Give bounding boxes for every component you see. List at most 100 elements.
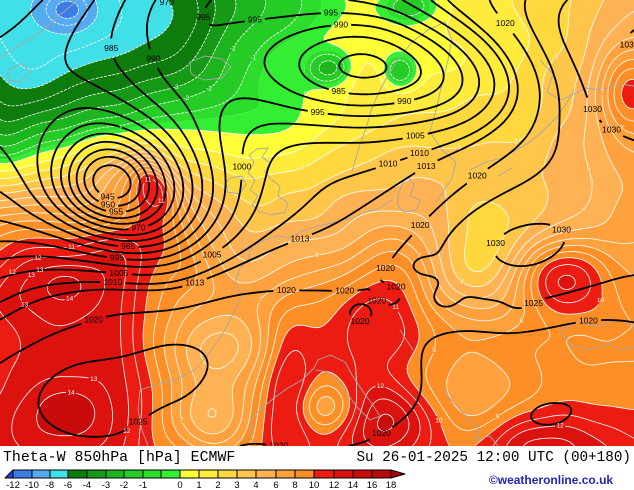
svg-text:995: 995 [110, 253, 124, 263]
svg-text:0: 0 [304, 91, 308, 98]
svg-text:1010: 1010 [410, 148, 429, 158]
svg-text:1020: 1020 [376, 263, 395, 273]
svg-text:14: 14 [68, 389, 76, 396]
svg-text:2: 2 [301, 165, 305, 172]
svg-text:14: 14 [348, 480, 359, 490]
svg-text:1000: 1000 [232, 161, 251, 171]
svg-text:8: 8 [520, 318, 524, 325]
svg-text:-2: -2 [183, 95, 189, 102]
svg-text:3: 3 [554, 53, 558, 60]
svg-text:10: 10 [309, 480, 320, 490]
svg-text:11: 11 [392, 304, 399, 311]
svg-text:12: 12 [123, 428, 131, 435]
svg-text:1013: 1013 [417, 161, 436, 171]
svg-text:12: 12 [34, 255, 42, 262]
svg-text:-6: -6 [64, 480, 72, 490]
svg-text:1010: 1010 [379, 159, 398, 169]
svg-text:1020: 1020 [411, 220, 430, 230]
svg-text:1030: 1030 [602, 125, 621, 135]
svg-text:985: 985 [104, 43, 118, 53]
svg-text:995: 995 [248, 14, 262, 24]
svg-text:1030: 1030 [552, 224, 571, 234]
svg-text:1035: 1035 [620, 40, 634, 50]
svg-text:1020: 1020 [372, 428, 391, 438]
svg-text:1: 1 [196, 480, 201, 490]
svg-text:985: 985 [121, 241, 135, 251]
svg-text:14: 14 [66, 296, 74, 303]
svg-text:-4: -4 [83, 480, 91, 490]
svg-text:9: 9 [496, 413, 500, 420]
svg-text:7: 7 [600, 89, 604, 96]
svg-text:12: 12 [377, 383, 385, 390]
svg-text:12: 12 [9, 269, 17, 276]
svg-text:10: 10 [435, 417, 443, 424]
svg-text:16: 16 [367, 480, 378, 490]
svg-text:1020: 1020 [351, 316, 370, 326]
svg-text:11: 11 [145, 177, 152, 184]
svg-text:995: 995 [196, 12, 210, 22]
svg-text:-3: -3 [173, 84, 179, 91]
svg-text:1030: 1030 [486, 238, 505, 248]
svg-text:1020: 1020 [367, 295, 386, 305]
svg-text:-1: -1 [250, 55, 256, 62]
svg-text:-8: -8 [46, 480, 54, 490]
svg-text:-3: -3 [102, 480, 110, 490]
svg-text:8: 8 [620, 125, 624, 132]
svg-text:13: 13 [36, 267, 44, 274]
svg-text:5: 5 [587, 166, 591, 173]
svg-text:990: 990 [146, 53, 160, 63]
svg-text:10: 10 [597, 297, 605, 304]
svg-text:11: 11 [158, 198, 165, 205]
svg-text:1005: 1005 [109, 268, 128, 278]
svg-text:1020: 1020 [335, 285, 354, 295]
svg-text:12: 12 [556, 423, 564, 430]
svg-text:1020: 1020 [579, 315, 598, 325]
svg-text:2: 2 [215, 480, 220, 490]
svg-text:970: 970 [160, 0, 174, 7]
svg-text:945: 945 [101, 192, 115, 202]
svg-text:1010: 1010 [103, 277, 122, 287]
svg-text:7: 7 [258, 297, 262, 304]
svg-text:1020: 1020 [269, 440, 288, 446]
svg-text:5: 5 [590, 178, 594, 185]
svg-text:3: 3 [514, 138, 518, 145]
svg-text:Theta-W 850hPa [hPa] ECMWF: Theta-W 850hPa [hPa] ECMWF [3, 450, 235, 466]
svg-text:3: 3 [457, 145, 461, 152]
svg-text:950: 950 [101, 199, 115, 209]
svg-text:6: 6 [315, 252, 319, 259]
svg-text:1020: 1020 [84, 314, 103, 324]
svg-text:11: 11 [68, 244, 75, 251]
svg-text:990: 990 [397, 96, 411, 106]
svg-text:4: 4 [460, 279, 464, 286]
svg-text:9: 9 [432, 347, 436, 354]
svg-text:-12: -12 [6, 480, 20, 490]
svg-text:1: 1 [336, 115, 340, 122]
svg-text:-10: -10 [25, 480, 39, 490]
svg-text:1013: 1013 [185, 277, 204, 287]
svg-text:1020: 1020 [387, 281, 406, 291]
svg-text:-1: -1 [139, 480, 147, 490]
svg-text:18: 18 [386, 480, 397, 490]
svg-text:985: 985 [332, 86, 346, 96]
svg-text:-2: -2 [120, 480, 128, 490]
svg-text:-2: -2 [230, 46, 236, 53]
svg-text:995: 995 [324, 7, 338, 17]
svg-text:12: 12 [329, 480, 340, 490]
svg-text:1025: 1025 [129, 417, 148, 427]
svg-text:1005: 1005 [406, 131, 425, 141]
svg-text:995: 995 [311, 107, 325, 117]
svg-text:3: 3 [234, 480, 239, 490]
svg-text:1013: 1013 [291, 233, 310, 243]
svg-text:7: 7 [417, 252, 421, 259]
svg-text:1005: 1005 [203, 249, 222, 259]
svg-text:1020: 1020 [277, 285, 296, 295]
svg-text:1030: 1030 [583, 104, 602, 114]
svg-text:1020: 1020 [496, 18, 515, 28]
svg-text:955: 955 [109, 207, 123, 217]
svg-text:8: 8 [292, 480, 297, 490]
svg-text:©weatheronline.co.uk: ©weatheronline.co.uk [489, 473, 614, 487]
svg-text:4: 4 [253, 480, 258, 490]
svg-text:7: 7 [180, 416, 184, 423]
svg-text:-2: -2 [206, 85, 212, 92]
svg-text:13: 13 [90, 376, 98, 383]
